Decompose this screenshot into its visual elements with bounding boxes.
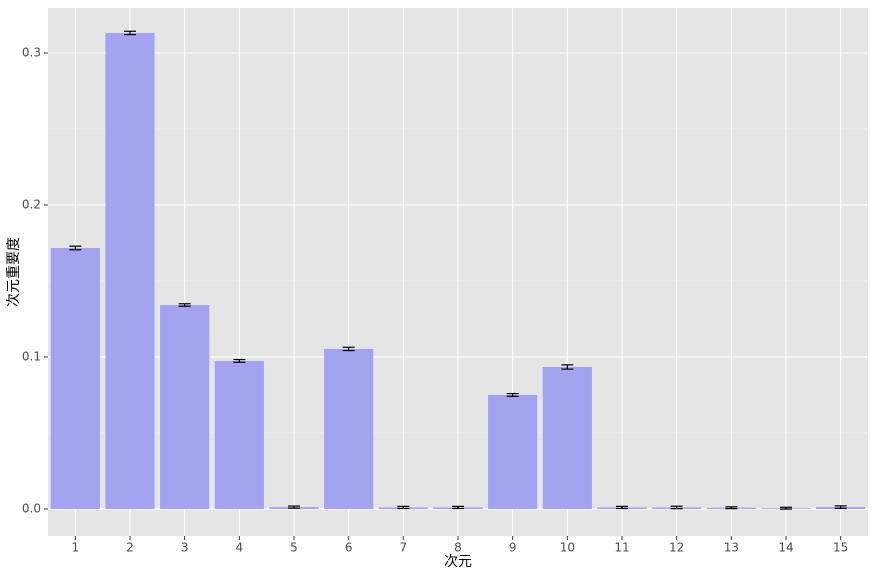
y-axis-title: 次元重要度: [6, 237, 22, 307]
x-tick-label: 14: [778, 541, 793, 555]
x-tick-label: 4: [236, 541, 244, 555]
bar: [542, 366, 592, 509]
x-tick-label: 12: [669, 541, 684, 555]
bar: [214, 360, 264, 509]
bar: [488, 394, 538, 509]
x-tick-label: 8: [454, 541, 462, 555]
y-tick-label: 0.1: [22, 349, 41, 363]
x-tick-label: 9: [509, 541, 517, 555]
x-tick-label: 11: [614, 541, 629, 555]
x-tick-label: 13: [724, 541, 739, 555]
y-tick-label: 0.3: [22, 45, 41, 59]
y-tick-label: 0.0: [22, 501, 41, 515]
x-tick-label: 2: [126, 541, 134, 555]
bar: [160, 304, 210, 509]
bar: [50, 247, 100, 509]
x-axis-title: 次元: [444, 554, 472, 570]
x-tick-label: 5: [290, 541, 298, 555]
x-tick-label: 3: [181, 541, 189, 555]
x-tick-label: 7: [400, 541, 408, 555]
x-tick-label: 6: [345, 541, 353, 555]
bar: [324, 348, 374, 509]
y-tick-label: 0.2: [22, 197, 41, 211]
bar: [105, 32, 155, 509]
x-tick-label: 10: [560, 541, 575, 555]
x-tick-label: 15: [833, 541, 848, 555]
x-tick-label: 1: [72, 541, 80, 555]
